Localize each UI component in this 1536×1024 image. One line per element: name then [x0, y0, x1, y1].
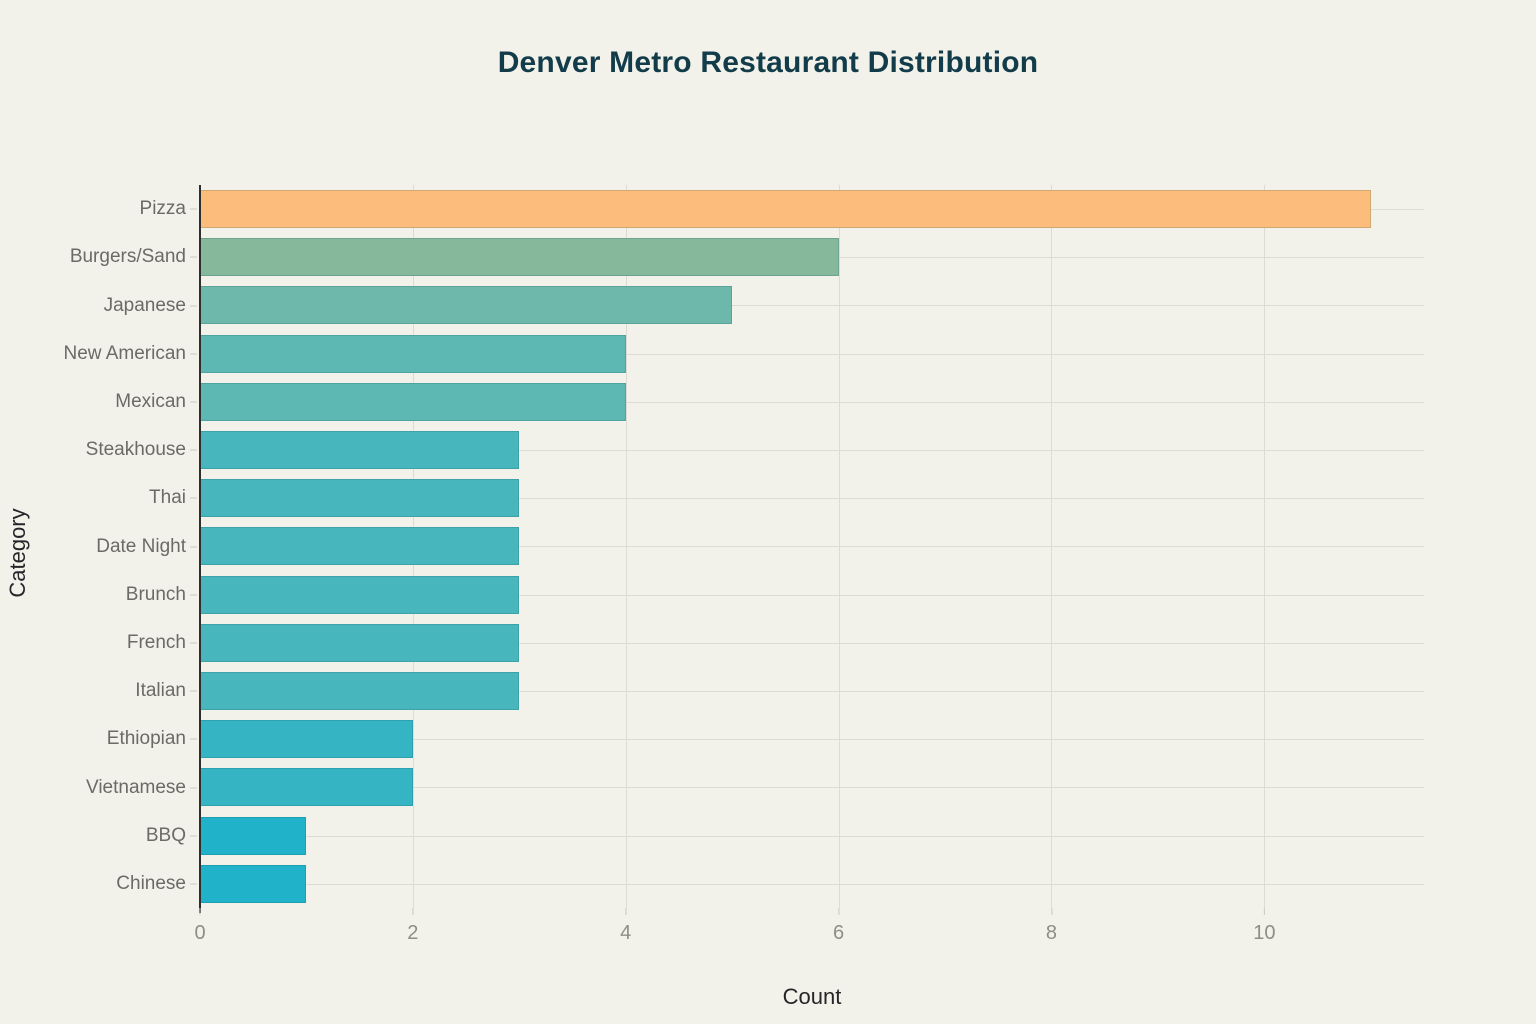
x-tick-mark: [199, 908, 201, 915]
bar-row: [200, 185, 1424, 233]
bar-french: [200, 623, 520, 662]
y-tick-mark: [190, 594, 197, 596]
bar-row: [200, 426, 1424, 474]
x-tick-label: 6: [833, 922, 845, 944]
y-tick-mark: [190, 497, 197, 499]
y-category-labels: Pizza Burgers/Sand Japanese New American Mex…: [0, 185, 200, 908]
y-tick-mark: [190, 690, 197, 692]
y-category-label: Brunch: [125, 583, 186, 605]
h-gridline: [200, 546, 1424, 548]
bar-mexican: [200, 382, 626, 421]
x-tick-mark: [1263, 908, 1265, 915]
y-tick-mark: [190, 353, 197, 355]
y-tick-mark: [190, 305, 197, 306]
h-gridline: [200, 691, 1424, 693]
x-tick: 10: [1253, 908, 1275, 945]
bar-row: [200, 812, 1424, 860]
bar-row: [200, 860, 1424, 908]
x-tick-label: 10: [1253, 922, 1276, 944]
y-category-label: French: [126, 631, 186, 653]
y-tick-mark: [190, 738, 197, 740]
x-tick-label: 4: [620, 922, 632, 944]
x-tick: 8: [1046, 908, 1057, 945]
x-tick: 4: [620, 908, 631, 945]
y-category-label: New American: [63, 342, 187, 364]
y-category-label: Pizza: [139, 198, 186, 220]
x-tick-mark: [1050, 908, 1052, 915]
bar-row: [200, 619, 1424, 667]
x-tick-mark: [412, 908, 414, 915]
y-category-label: Burgers/Sand: [69, 246, 186, 268]
y-tick-mark: [190, 835, 197, 837]
bar-vietnamese: [200, 768, 413, 807]
y-tick-mark: [190, 449, 197, 451]
x-tick-mark: [838, 908, 840, 915]
bar-thai: [200, 479, 520, 518]
bar-row: [200, 763, 1424, 811]
y-tick-mark: [190, 208, 197, 210]
plot-area: [199, 185, 1424, 913]
bar-row: [200, 571, 1424, 619]
y-tick-mark: [190, 642, 197, 644]
h-gridline: [200, 835, 1424, 837]
h-gridline: [200, 498, 1424, 500]
bar-row: [200, 281, 1424, 329]
x-tick-label: 8: [1045, 922, 1058, 944]
bar-burgers-sand: [200, 238, 839, 277]
bar-row: [200, 378, 1424, 426]
y-tick-mark: [190, 787, 197, 788]
x-tick: 2: [407, 908, 418, 945]
bar-row: [200, 474, 1424, 522]
y-category-label: Thai: [149, 487, 186, 509]
bar-bbq: [200, 816, 307, 855]
h-gridline: [200, 401, 1424, 403]
y-category-label: Ethiopian: [106, 728, 186, 750]
bar-new-american: [200, 334, 626, 373]
x-tick: 6: [833, 908, 844, 945]
y-tick-mark: [190, 883, 197, 885]
y-category-label: Vietnamese: [86, 776, 186, 798]
h-gridline: [200, 450, 1424, 452]
y-category-label: Date Night: [96, 535, 186, 557]
y-tick-mark: [190, 401, 197, 403]
y-category-label: Mexican: [115, 390, 186, 412]
bar-brunch: [200, 575, 520, 614]
bar-italian: [200, 672, 520, 711]
x-tick-mark: [625, 908, 627, 915]
x-tick-label: 0: [194, 922, 206, 944]
bar-chinese: [200, 864, 307, 903]
y-category-label: Japanese: [103, 294, 186, 316]
y-category-label: Chinese: [116, 872, 186, 894]
y-category-label: BBQ: [145, 824, 186, 846]
bar-row: [200, 330, 1424, 378]
y-category-label: Italian: [135, 680, 186, 702]
bar-japanese: [200, 286, 733, 325]
bar-row: [200, 667, 1424, 715]
y-tick-mark: [190, 256, 197, 258]
bar-row: [200, 522, 1424, 570]
bar-row: [200, 715, 1424, 763]
h-gridline: [200, 305, 1424, 307]
bar-date-night: [200, 527, 520, 566]
x-axis-ticks: 0 2 4 6 8 10: [194, 908, 1424, 968]
h-gridline: [200, 739, 1424, 741]
y-category-label: Steakhouse: [85, 439, 186, 461]
bar-row: [200, 233, 1424, 281]
x-axis-title: Count: [782, 984, 842, 1009]
h-gridline: [200, 787, 1424, 789]
h-gridline: [200, 883, 1424, 885]
x-tick: 0: [194, 908, 206, 945]
x-tick-label: 2: [407, 922, 419, 944]
bar-pizza: [200, 190, 1371, 229]
chart-title: Denver Metro Restaurant Distribution: [497, 46, 1039, 79]
bar-steakhouse: [200, 431, 520, 470]
h-gridline: [200, 353, 1424, 355]
h-gridline: [200, 594, 1424, 596]
h-gridline: [200, 642, 1424, 644]
y-axis-line: [199, 185, 201, 913]
y-tick-mark: [190, 546, 197, 547]
bar-ethiopian: [200, 720, 413, 759]
